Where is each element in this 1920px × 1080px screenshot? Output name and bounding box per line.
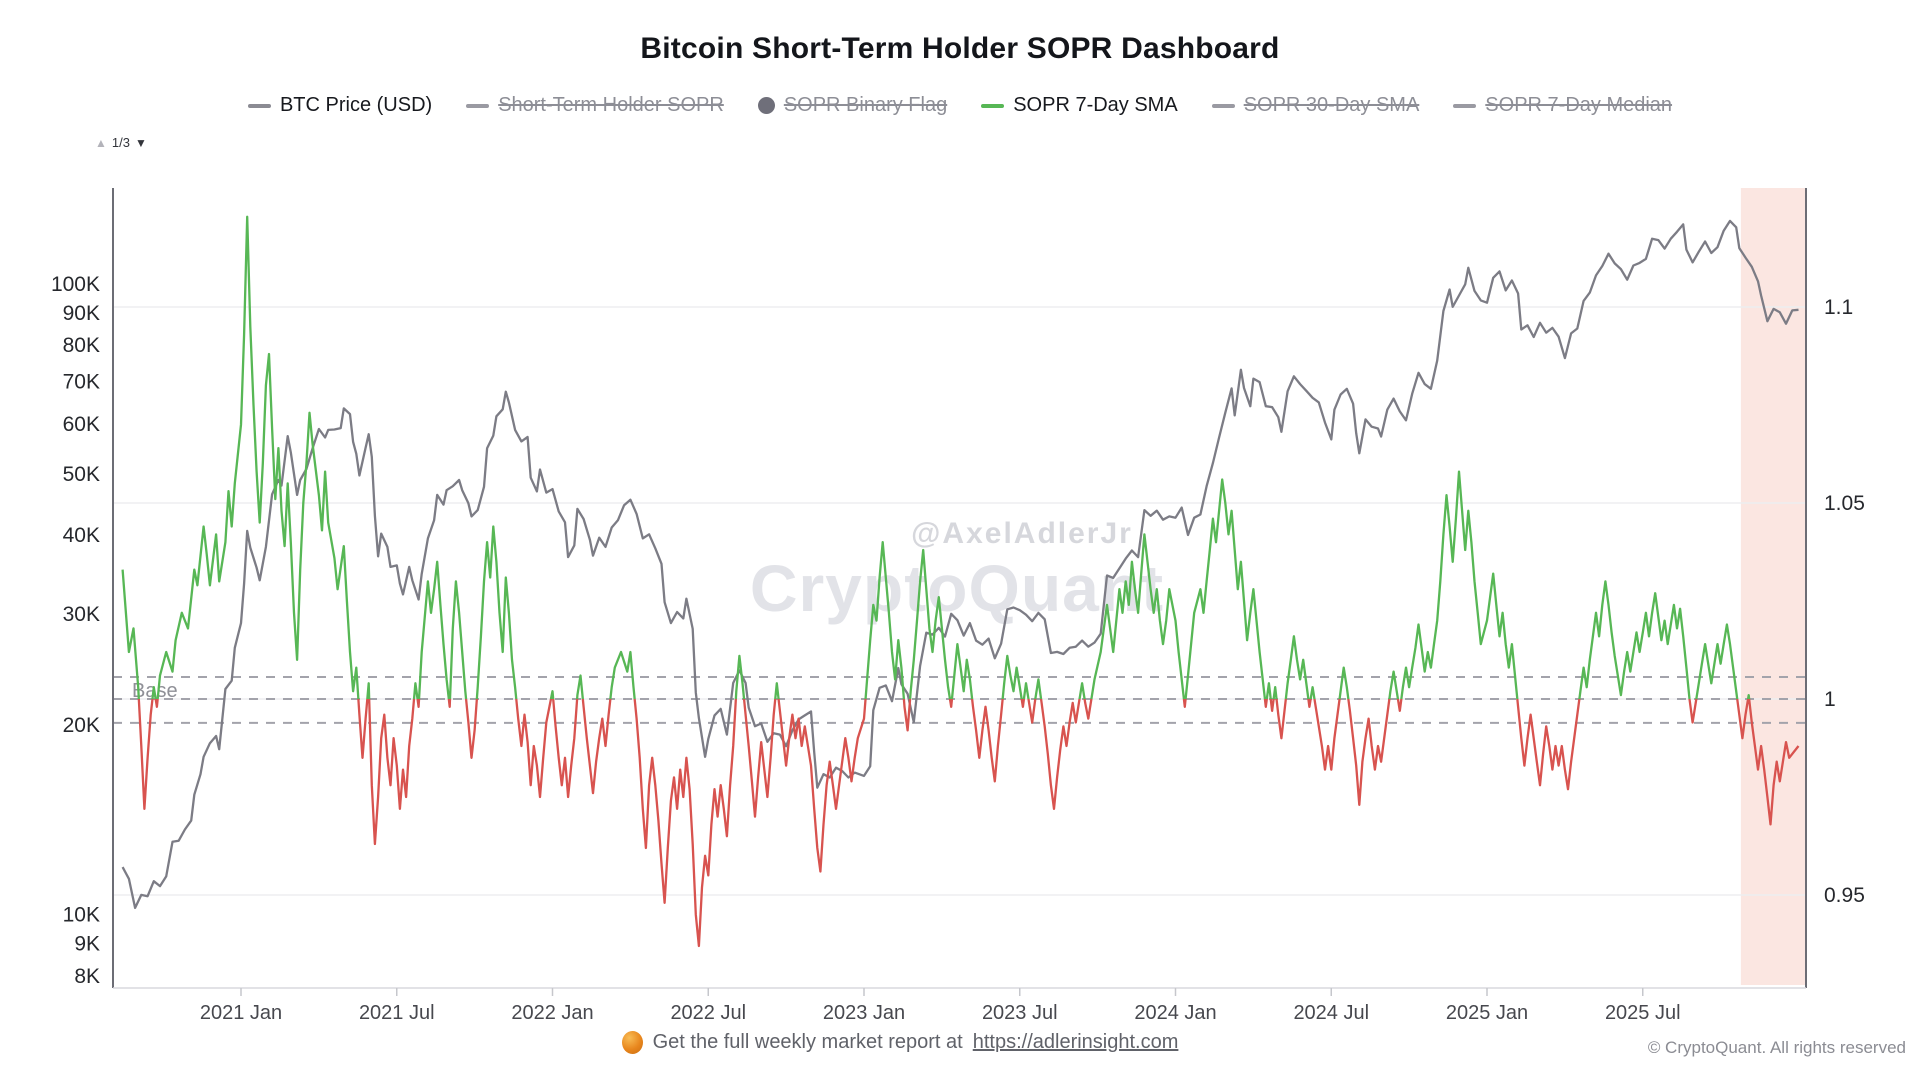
legend-item-sopr-7d-sma[interactable]: SOPR 7-Day SMA (981, 94, 1178, 117)
y-left-tick-label: 70K (63, 371, 100, 394)
x-tick-label: 2021 Jan (200, 1002, 282, 1024)
legend-dash-icon (981, 103, 1005, 108)
y-left-tick-label: 8K (74, 965, 100, 988)
x-tick-label: 2022 Jan (511, 1002, 593, 1024)
y-right-tick-label: 1 (1824, 688, 1836, 711)
y-right-tick-label: 1.05 (1824, 492, 1865, 515)
x-tick-label: 2023 Jan (823, 1002, 905, 1024)
legend-item-sopr-7d-median[interactable]: SOPR 7-Day Median (1453, 94, 1672, 117)
copyright-text: © CryptoQuant. All rights reserved (1647, 1038, 1906, 1057)
legend-item-sopr-30d-sma[interactable]: SOPR 30-Day SMA (1211, 94, 1419, 117)
y-right-tick-label: 1.1 (1824, 296, 1853, 319)
y-left-tick-label: 40K (63, 524, 100, 547)
y-left-tick-label: 9K (74, 933, 100, 956)
y-left-tick-label: 60K (63, 413, 100, 436)
watermark-brand: CryptoQuant (749, 551, 1165, 625)
series-pager: ▲ 1/3 ▼ (95, 135, 147, 150)
x-tick-label: 2022 Jul (670, 1002, 746, 1024)
orange-circle-icon (621, 1031, 643, 1054)
x-tick-label: 2023 Jul (982, 1002, 1058, 1024)
y-right-tick-label: 0.95 (1824, 884, 1865, 907)
highlight-band (1740, 188, 1807, 985)
y-left-tick-label: 80K (63, 334, 100, 357)
y-left-tick-label: 10K (63, 904, 100, 927)
sopr-7d-sma-line-below-base (137, 699, 1800, 948)
y-left-tick-label: 50K (63, 463, 100, 486)
pager-count: 1/3 (111, 135, 130, 150)
legend-item-sth-sopr[interactable]: Short-Term Holder SOPR (466, 94, 724, 117)
y-left-tick-label: 100K (51, 273, 100, 296)
x-tick-label: 2021 Jul (359, 1002, 435, 1024)
pager-down-icon[interactable]: ▼ (134, 135, 147, 150)
y-left-tick-label: 90K (63, 302, 100, 325)
sopr-7d-sma-line-above-base (121, 215, 1751, 699)
legend-circle-icon (757, 97, 775, 114)
report-link[interactable]: https://adlerinsight.com (972, 1031, 1179, 1053)
watermark-author: @AxelAdlerJr (911, 517, 1133, 550)
legend-item-sopr-binary-flag[interactable]: SOPR Binary Flag (757, 94, 947, 117)
btc-price-line (121, 219, 1799, 910)
pager-up-icon[interactable]: ▲ (95, 135, 107, 150)
legend-dash-icon (247, 103, 271, 108)
legend-dash-icon (1453, 103, 1477, 108)
footer-report-text: Get the full weekly market report at (652, 1031, 963, 1053)
y-left-tick-label: 30K (63, 603, 100, 626)
y-left-tick-label: 20K (63, 714, 100, 737)
legend-dash-icon (1211, 103, 1235, 108)
x-tick-label: 2025 Jul (1605, 1002, 1681, 1024)
x-tick-label: 2024 Jan (1134, 1002, 1216, 1024)
chart-legend: BTC Price (USD) Short-Term Holder SOPR S… (0, 94, 1920, 117)
footer-report: Get the full weekly market report at htt… (0, 1031, 1800, 1054)
page-title: Bitcoin Short-Term Holder SOPR Dashboard (640, 32, 1280, 65)
x-tick-label: 2025 Jan (1446, 1002, 1528, 1024)
legend-item-btc-price[interactable]: BTC Price (USD) (247, 94, 432, 117)
x-tick-label: 2024 Jul (1293, 1002, 1369, 1024)
legend-dash-icon (466, 103, 490, 108)
